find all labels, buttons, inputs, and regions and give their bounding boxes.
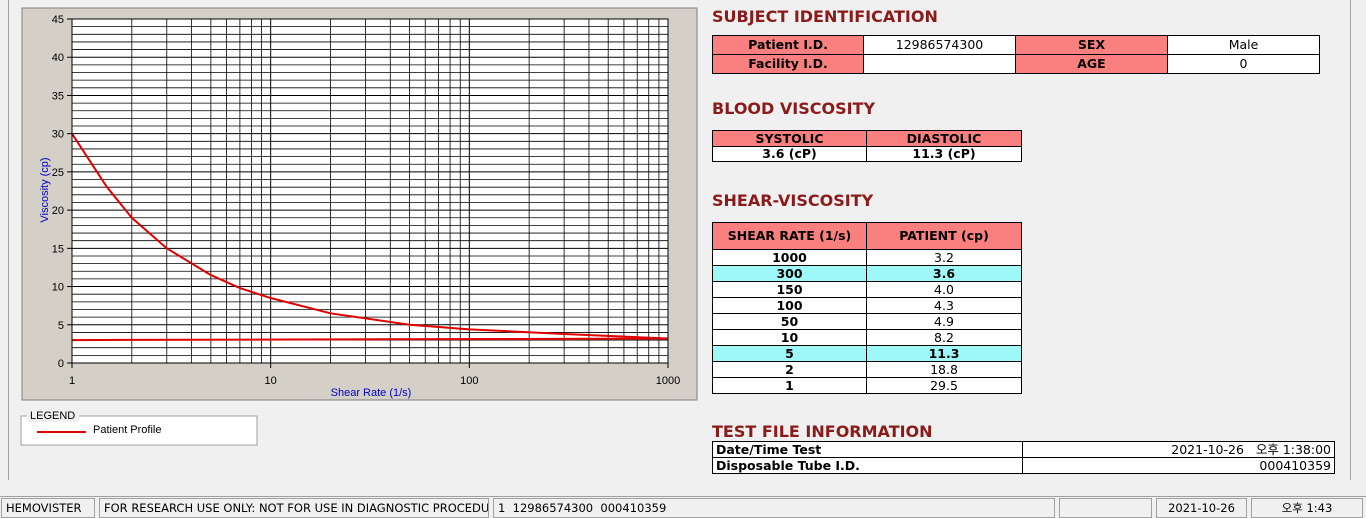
y-tick-label: 30: [52, 129, 64, 141]
value-cell: 18.8: [866, 361, 1022, 378]
value-cell: 3.6: [866, 265, 1022, 282]
field-label: Date/Time Test: [712, 441, 1023, 458]
status-panel: [1059, 498, 1152, 518]
y-tick-label: 0: [58, 358, 64, 370]
legend-entry: Patient Profile: [93, 424, 161, 436]
rate-cell: 300: [712, 265, 867, 282]
status-panel: FOR RESEARCH USE ONLY: NOT FOR USE IN DI…: [99, 498, 489, 518]
y-tick-label: 25: [52, 167, 64, 179]
column-header: SYSTOLIC: [712, 130, 867, 147]
x-tick-label: 1000: [656, 375, 680, 387]
status-bar: [0, 496, 1366, 518]
field-value: 2021-10-26 오후 1:38:00: [1022, 441, 1335, 458]
field-value: 12986574300: [863, 35, 1016, 55]
y-tick-label: 20: [52, 205, 64, 217]
value-cell: 4.9: [866, 313, 1022, 330]
field-label: AGE: [1015, 54, 1168, 74]
status-panel: 2021-10-26: [1156, 498, 1247, 518]
status-panel: HEMOVISTER: [1, 498, 95, 518]
value-cell: 4.0: [866, 281, 1022, 298]
column-header: PATIENT (cp): [866, 222, 1022, 250]
chart: Shear Rate (1/s) Viscosity (cp) LEGEND P…: [20, 7, 698, 446]
legend-title-bg: [27, 409, 79, 422]
column-header: DIASTOLIC: [866, 130, 1022, 147]
y-tick-label: 40: [52, 52, 64, 64]
plot-area: [72, 19, 668, 363]
column-header: SHEAR RATE (1/s): [712, 222, 867, 250]
field-value: [863, 54, 1016, 74]
section-title: TEST FILE INFORMATION: [712, 422, 933, 441]
x-tick-label: 10: [265, 375, 277, 387]
x-tick-label: 1: [69, 375, 75, 387]
field-label: Patient I.D.: [712, 35, 864, 55]
value-cell: 8.2: [866, 329, 1022, 346]
status-panel: 1 12986574300 000410359: [493, 498, 1055, 518]
rate-cell: 100: [712, 297, 867, 314]
field-value: Male: [1167, 35, 1320, 55]
data-line: [71, 133, 669, 340]
divider: [1350, 0, 1351, 480]
data-line: [71, 337, 669, 342]
rate-cell: 1: [712, 377, 867, 394]
value-cell: 3.6 (cP): [712, 146, 867, 162]
y-tick-label: 10: [52, 282, 64, 294]
x-axis-label: Shear Rate (1/s): [331, 387, 412, 399]
section-title: SUBJECT IDENTIFICATION: [712, 7, 938, 26]
y-axis-label: Viscosity (cp): [39, 157, 51, 222]
divider: [8, 0, 9, 480]
rate-cell: 5: [712, 345, 867, 362]
y-tick-label: 35: [52, 90, 64, 102]
value-cell: 4.3: [866, 297, 1022, 314]
value-cell: 11.3 (cP): [866, 146, 1022, 162]
value-cell: 11.3: [866, 345, 1022, 362]
section-title: SHEAR-VISCOSITY: [712, 191, 874, 210]
field-label: Facility I.D.: [712, 54, 864, 74]
status-panel: 오후 1:43: [1251, 498, 1363, 518]
y-tick-label: 15: [52, 243, 64, 255]
section-title: BLOOD VISCOSITY: [712, 99, 876, 118]
legend-title: LEGEND: [30, 410, 75, 422]
value-cell: 3.2: [866, 249, 1022, 266]
field-value: 0: [1167, 54, 1320, 74]
field-label: Disposable Tube I.D.: [712, 457, 1023, 474]
rate-cell: 150: [712, 281, 867, 298]
rate-cell: 1000: [712, 249, 867, 266]
rate-cell: 10: [712, 329, 867, 346]
value-cell: 29.5: [866, 377, 1022, 394]
y-tick-label: 5: [58, 320, 64, 332]
rate-cell: 2: [712, 361, 867, 378]
plot-frame: [71, 18, 669, 364]
y-tick-label: 45: [52, 14, 64, 26]
field-value: 000410359: [1022, 457, 1335, 474]
field-label: SEX: [1015, 35, 1168, 55]
x-tick-label: 100: [460, 375, 478, 387]
rate-cell: 50: [712, 313, 867, 330]
